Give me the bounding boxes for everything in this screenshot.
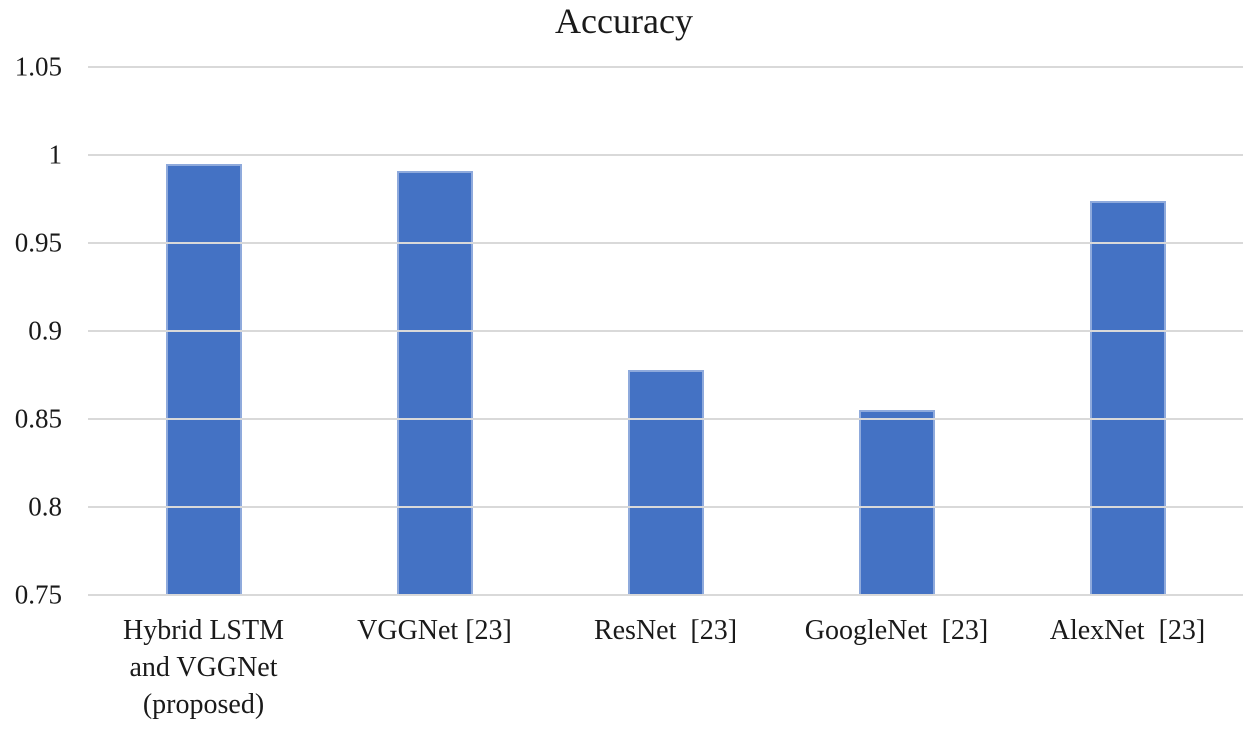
y-axis: 0.75 0.8 0.85 0.9 0.95 1 1.05 bbox=[0, 53, 63, 608]
x-axis: Hybrid LSTM and VGGNet (proposed) VGGNet … bbox=[88, 613, 1243, 724]
gridline bbox=[88, 506, 1243, 508]
bar-4 bbox=[858, 410, 935, 595]
gridline bbox=[88, 242, 1243, 244]
gridline bbox=[88, 330, 1243, 332]
y-tick-label: 0.85 bbox=[14, 403, 62, 434]
y-tick-label: 0.9 bbox=[28, 315, 62, 346]
bar-slot bbox=[88, 67, 319, 595]
chart-title: Accuracy bbox=[555, 1, 693, 41]
bar-2 bbox=[396, 170, 473, 595]
gridline bbox=[88, 418, 1243, 420]
plot-area bbox=[88, 66, 1243, 596]
gridline bbox=[88, 594, 1243, 596]
x-axis-label: Hybrid LSTM and VGGNet (proposed) bbox=[123, 615, 284, 720]
y-tick-label: 0.95 bbox=[14, 227, 62, 258]
bar-1 bbox=[165, 163, 242, 595]
x-axis-label: AlexNet [23] bbox=[1049, 615, 1206, 646]
bar-3 bbox=[627, 369, 704, 595]
x-axis-label: VGGNet [23] bbox=[357, 615, 512, 646]
bar-5 bbox=[1089, 200, 1166, 595]
bar-slot bbox=[319, 67, 550, 595]
y-tick-label: 0.75 bbox=[14, 579, 62, 610]
bar-slot bbox=[1012, 67, 1243, 595]
bar-slot bbox=[781, 67, 1012, 595]
bar-slot bbox=[550, 67, 781, 595]
gridline bbox=[88, 154, 1243, 156]
gridline bbox=[88, 66, 1243, 68]
bars-container bbox=[88, 67, 1243, 595]
y-tick-label: 0.8 bbox=[28, 491, 62, 522]
y-tick-label: 1.05 bbox=[14, 51, 62, 82]
x-axis-label: GoogleNet [23] bbox=[804, 615, 989, 646]
x-axis-label: ResNet [23] bbox=[593, 615, 738, 646]
y-tick-label: 1 bbox=[48, 139, 63, 170]
